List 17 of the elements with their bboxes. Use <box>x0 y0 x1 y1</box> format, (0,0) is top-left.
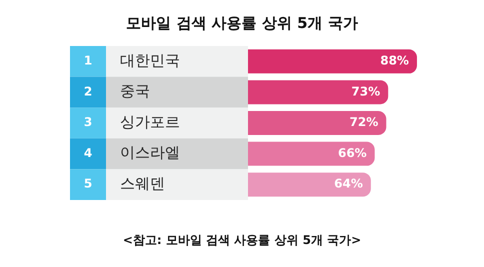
y-tick-label: 스웨덴 <box>120 174 165 192</box>
y-tick-label: 중국 <box>120 82 150 100</box>
data-label: 72% <box>350 115 378 130</box>
text: 1 <box>84 54 92 68</box>
text: 3 <box>84 115 92 130</box>
text: <참고: 모바일 검색 사용률 상위 5개 국가> <box>122 233 362 248</box>
y-tick-label: 이스라엘 <box>120 144 180 162</box>
data-label: 88% <box>380 54 409 68</box>
text: 2 <box>84 84 92 98</box>
chart-title: 모바일 검색 사용률 상위 5개 국가 <box>126 14 358 32</box>
text: 4 <box>84 146 92 160</box>
y-tick-label: 싱가포르 <box>120 112 180 131</box>
data-label: 64% <box>334 176 363 191</box>
text: 5 <box>84 176 92 191</box>
data-label: 66% <box>338 146 367 160</box>
y-tick-label: 대한민국 <box>120 51 180 70</box>
data-label: 73% <box>351 84 380 98</box>
